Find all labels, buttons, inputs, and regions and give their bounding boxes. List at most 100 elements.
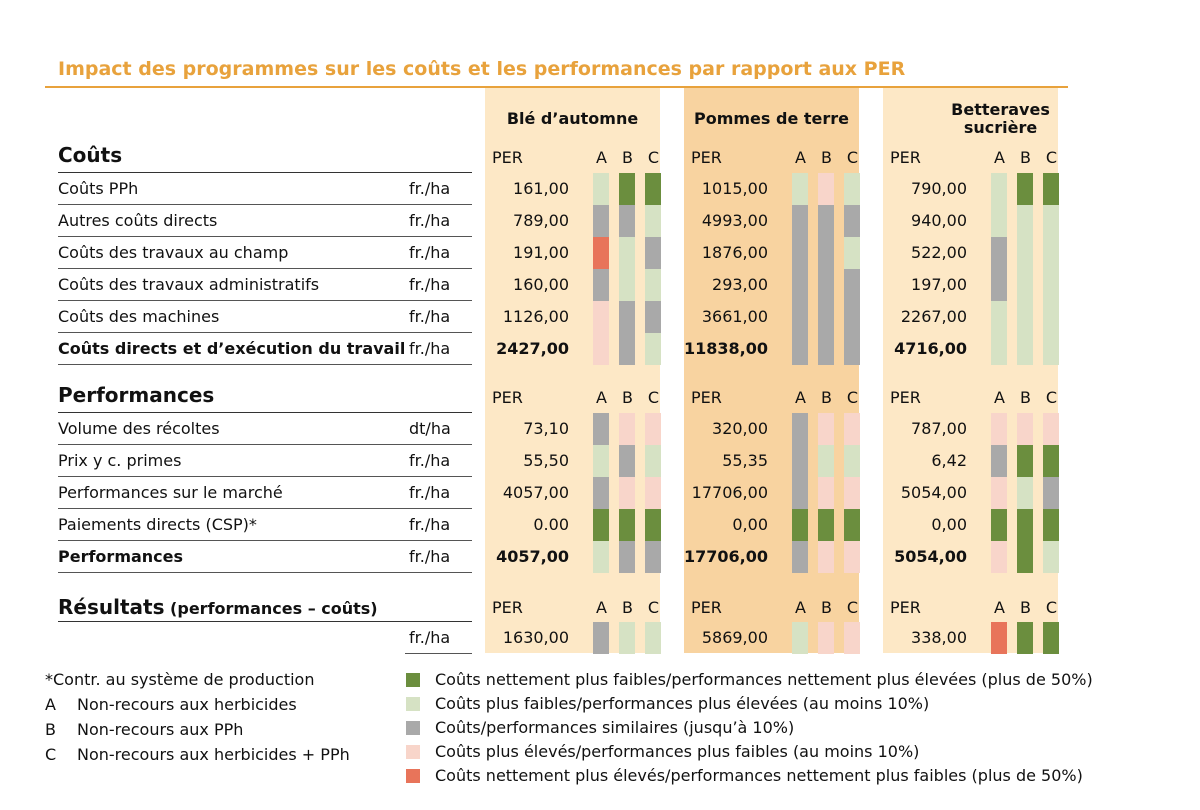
impact-cell [792, 622, 808, 654]
section-rule [58, 172, 472, 173]
impact-cell [619, 413, 635, 445]
row-label: Volume des récoltes [58, 419, 220, 438]
cell-value: 4057,00 [496, 547, 569, 566]
cell-value: 5054,00 [900, 483, 967, 502]
row-rule [58, 572, 472, 573]
table-title: Impact des programmes sur les coûts et l… [58, 58, 906, 80]
row-unit: fr./ha [409, 179, 451, 198]
row-unit: fr./ha [409, 243, 451, 262]
program-header-a: A [994, 148, 1005, 167]
program-text: Non-recours aux herbicides + PPh [77, 745, 350, 764]
program-header-b: B [622, 388, 633, 407]
per-header: PER [492, 388, 523, 407]
program-header-c: C [846, 148, 859, 167]
legend-swatch [406, 769, 420, 783]
row-unit: fr./ha [409, 275, 451, 294]
cell-value: 789,00 [513, 211, 569, 230]
program-header-a: A [994, 388, 1005, 407]
impact-cell [792, 477, 808, 509]
program-header-c: C [1045, 388, 1058, 407]
impact-cell [818, 333, 834, 365]
cell-value: 1630,00 [502, 628, 569, 647]
impact-cell [645, 477, 661, 509]
program-header-b: B [1020, 388, 1031, 407]
impact-cell [818, 237, 834, 269]
program-header-b: B [622, 598, 633, 617]
row-rule [58, 540, 472, 541]
cell-value: 5054,00 [894, 547, 967, 566]
impact-cell [593, 541, 609, 573]
per-header: PER [890, 598, 921, 617]
section-rule [58, 621, 472, 622]
per-header: PER [691, 148, 722, 167]
impact-cell [645, 622, 661, 654]
cell-value: 2427,00 [496, 339, 569, 358]
impact-cell [1017, 269, 1033, 301]
per-header: PER [691, 388, 722, 407]
impact-cell [645, 333, 661, 365]
impact-cell [619, 333, 635, 365]
crop-header: Pommes de terre [693, 109, 849, 128]
section-title-text: Coûts [58, 143, 123, 167]
program-header-c: C [1045, 148, 1058, 167]
impact-cell [593, 622, 609, 654]
cell-value: 5869,00 [701, 628, 768, 647]
impact-cell [1043, 269, 1059, 301]
program-text: Non-recours aux herbicides [77, 695, 297, 714]
impact-cell [792, 269, 808, 301]
cell-value: 790,00 [911, 179, 967, 198]
crop-header: Blé d’automne [506, 109, 639, 128]
impact-cell [792, 205, 808, 237]
row-label: Prix y c. primes [58, 451, 182, 470]
row-label: Coûts des machines [58, 307, 220, 326]
impact-cell [593, 205, 609, 237]
impact-cell [619, 445, 635, 477]
program-header-b: B [821, 598, 832, 617]
impact-cell [1043, 173, 1059, 205]
impact-cell [593, 333, 609, 365]
program-header-b: B [821, 388, 832, 407]
row-unit: fr./ha [409, 628, 451, 647]
program-header-c: C [846, 388, 859, 407]
cell-value: 338,00 [911, 628, 967, 647]
impact-cell [593, 509, 609, 541]
cell-value: 1876,00 [701, 243, 768, 262]
impact-cell [593, 413, 609, 445]
impact-cell [991, 269, 1007, 301]
cell-value: 320,00 [712, 419, 768, 438]
impact-cell [844, 413, 860, 445]
impact-cell [1043, 509, 1059, 541]
impact-cell [991, 413, 1007, 445]
impact-cell [844, 477, 860, 509]
legend-text: Coûts/performances similaires (jusqu’à 1… [435, 718, 795, 737]
impact-cell [818, 622, 834, 654]
row-unit: fr./ha [409, 211, 451, 230]
impact-cell [792, 413, 808, 445]
row-unit: fr./ha [409, 483, 451, 502]
impact-cell [991, 173, 1007, 205]
cell-value: 0,00 [732, 515, 768, 534]
section-title-suffix: (performances – coûts) [164, 599, 378, 618]
impact-cell [619, 622, 635, 654]
impact-cell [844, 622, 860, 654]
impact-cell [1043, 301, 1059, 333]
row-rule [58, 508, 472, 509]
cell-value: 73,10 [523, 419, 569, 438]
section-title: Coûts [58, 143, 122, 167]
impact-cell [645, 509, 661, 541]
impact-cell [818, 269, 834, 301]
program-header-c: C [647, 148, 660, 167]
section-title: Performances [58, 383, 214, 407]
impact-cell [645, 205, 661, 237]
legend-swatch [406, 745, 420, 759]
impact-cell [792, 237, 808, 269]
program-legend-item: A Non-recours aux herbicides [45, 695, 297, 714]
impact-cell [645, 413, 661, 445]
impact-cell [991, 333, 1007, 365]
cell-value: 17706,00 [683, 547, 768, 566]
program-header-c: C [846, 598, 859, 617]
row-rule [58, 364, 472, 365]
impact-cell [792, 333, 808, 365]
impact-cell [792, 541, 808, 573]
impact-cell [818, 477, 834, 509]
